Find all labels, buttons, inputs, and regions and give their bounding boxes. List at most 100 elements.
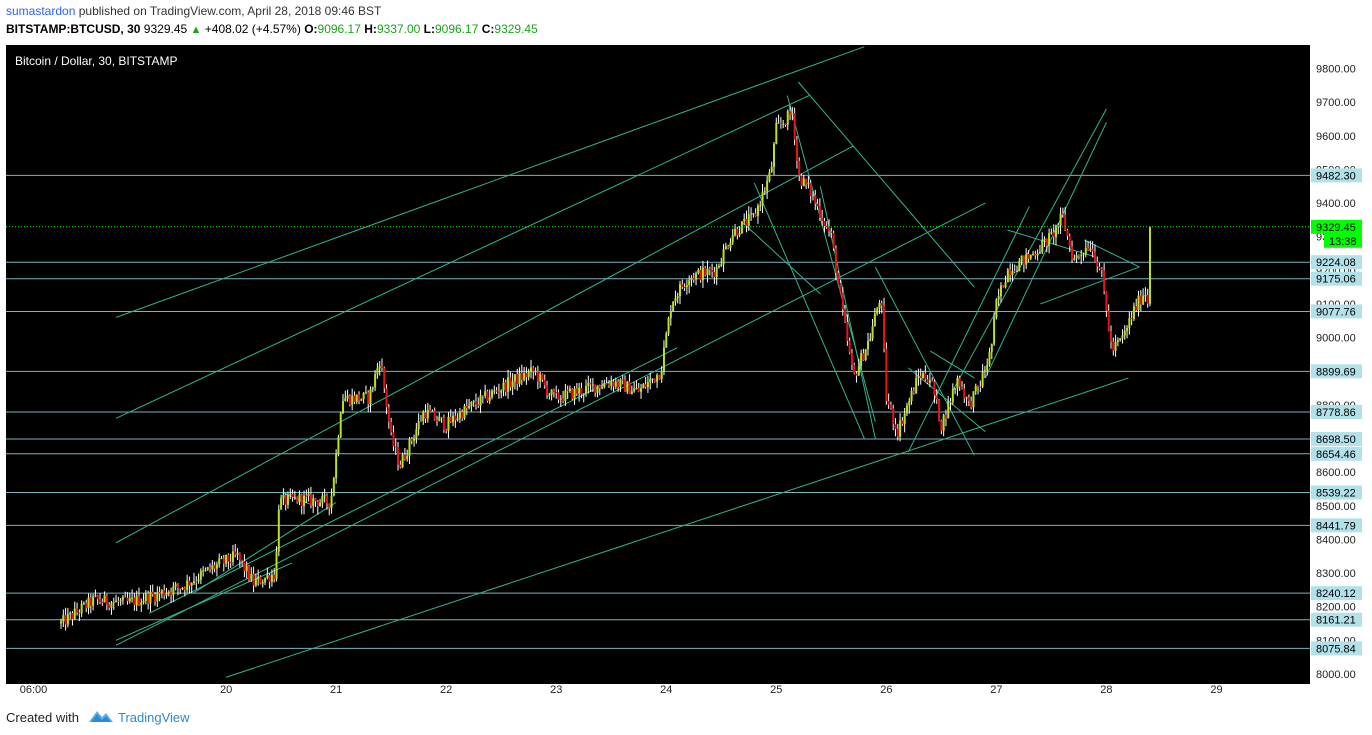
- candle-body: [78, 612, 81, 614]
- candle-body: [156, 592, 159, 602]
- candle-body: [1073, 258, 1076, 261]
- candle-body: [910, 390, 913, 402]
- candle-body: [536, 371, 539, 382]
- trendline[interactable]: [115, 46, 865, 318]
- candle-body: [621, 379, 624, 381]
- candle-body: [1020, 255, 1023, 262]
- candle-body: [885, 348, 888, 401]
- candle-body: [905, 405, 908, 414]
- trendline[interactable]: [225, 377, 1129, 678]
- candle-body: [286, 494, 289, 505]
- candle-body: [566, 390, 569, 392]
- candle-body: [167, 592, 170, 594]
- candle-body: [115, 600, 118, 603]
- candle-body: [637, 387, 640, 392]
- candle-body: [339, 413, 342, 438]
- trendline[interactable]: [874, 266, 975, 456]
- candle-body: [944, 414, 947, 419]
- candle-body: [165, 593, 168, 596]
- level-tag: [1311, 304, 1362, 319]
- time-tick-label: 27: [990, 684, 1002, 696]
- change-value: +408.02 (+4.57%): [204, 22, 301, 36]
- trendline[interactable]: [148, 347, 678, 614]
- trendline[interactable]: [951, 108, 1107, 392]
- candle-body: [626, 381, 629, 392]
- candle-body: [610, 381, 613, 386]
- trendline[interactable]: [115, 94, 810, 419]
- trendline[interactable]: [742, 222, 821, 295]
- candle-body: [653, 378, 656, 382]
- candle-body: [245, 565, 248, 572]
- candle-body: [406, 455, 409, 460]
- trendline[interactable]: [930, 350, 975, 379]
- candle-body: [1091, 248, 1094, 252]
- candle-body: [722, 249, 725, 265]
- candle-body: [818, 206, 821, 218]
- candle-body: [864, 349, 867, 360]
- candle-body: [619, 379, 622, 387]
- candle-body: [426, 409, 429, 419]
- trendline[interactable]: [984, 122, 1107, 379]
- trendline[interactable]: [192, 501, 337, 594]
- time-axis[interactable]: [6, 684, 1310, 699]
- trendline[interactable]: [1084, 239, 1140, 268]
- candle-body: [706, 268, 709, 276]
- candle-body: [1130, 318, 1133, 320]
- candle-body: [149, 591, 152, 604]
- candle-body: [951, 389, 954, 403]
- candle-body: [89, 597, 92, 606]
- candle-body: [390, 421, 393, 433]
- candle-body: [1032, 253, 1035, 255]
- footer: Created with TradingView: [0, 700, 1372, 735]
- candle-body: [857, 366, 860, 376]
- candle-body: [887, 400, 890, 405]
- candle-body: [1002, 285, 1005, 288]
- candle-body: [523, 373, 526, 380]
- candle-body: [314, 498, 317, 502]
- candle-body: [131, 597, 134, 599]
- candle-body: [779, 122, 782, 124]
- candle-body: [750, 213, 753, 215]
- candle-body: [1103, 270, 1106, 292]
- candle-body: [1048, 233, 1051, 246]
- candle-body: [649, 378, 652, 383]
- candle-body: [259, 576, 262, 584]
- candle-body: [697, 269, 700, 274]
- candle-body: [970, 400, 973, 408]
- candle-body: [747, 214, 750, 226]
- trendline[interactable]: [753, 182, 865, 439]
- candle-body: [254, 579, 257, 586]
- candle-body: [211, 565, 214, 570]
- chart[interactable]: 8000.008100.008200.008300.008400.008500.…: [0, 40, 1372, 700]
- countdown-tag: [1324, 233, 1362, 248]
- candle-body: [715, 267, 718, 278]
- candle-body: [1059, 213, 1062, 226]
- candle-body: [454, 415, 457, 421]
- author-link[interactable]: sumastardon: [6, 4, 76, 18]
- trendline[interactable]: [907, 206, 1030, 453]
- candle-body: [614, 381, 617, 387]
- candle-body: [248, 565, 251, 580]
- countdown-label: 13:38: [1329, 236, 1357, 248]
- candle-body: [1142, 295, 1145, 305]
- trendline[interactable]: [797, 81, 975, 288]
- trendline[interactable]: [115, 145, 854, 544]
- candle-body: [225, 554, 228, 564]
- candle-body: [1041, 240, 1044, 253]
- candle-body: [740, 221, 743, 234]
- candle-body: [727, 246, 730, 248]
- candle-body: [1054, 225, 1057, 238]
- candle-body: [126, 597, 129, 602]
- candle-body: [807, 182, 810, 185]
- trendline[interactable]: [115, 562, 293, 641]
- candle-body: [683, 286, 686, 288]
- candle-body: [218, 558, 221, 565]
- candle-body: [417, 421, 420, 430]
- candle-body: [215, 564, 218, 569]
- tradingview-link[interactable]: TradingView: [118, 710, 190, 725]
- candle-body: [438, 416, 441, 422]
- candle-body: [855, 373, 858, 376]
- trendline[interactable]: [1040, 266, 1140, 305]
- candle-body: [679, 284, 682, 297]
- candle-body: [66, 614, 69, 625]
